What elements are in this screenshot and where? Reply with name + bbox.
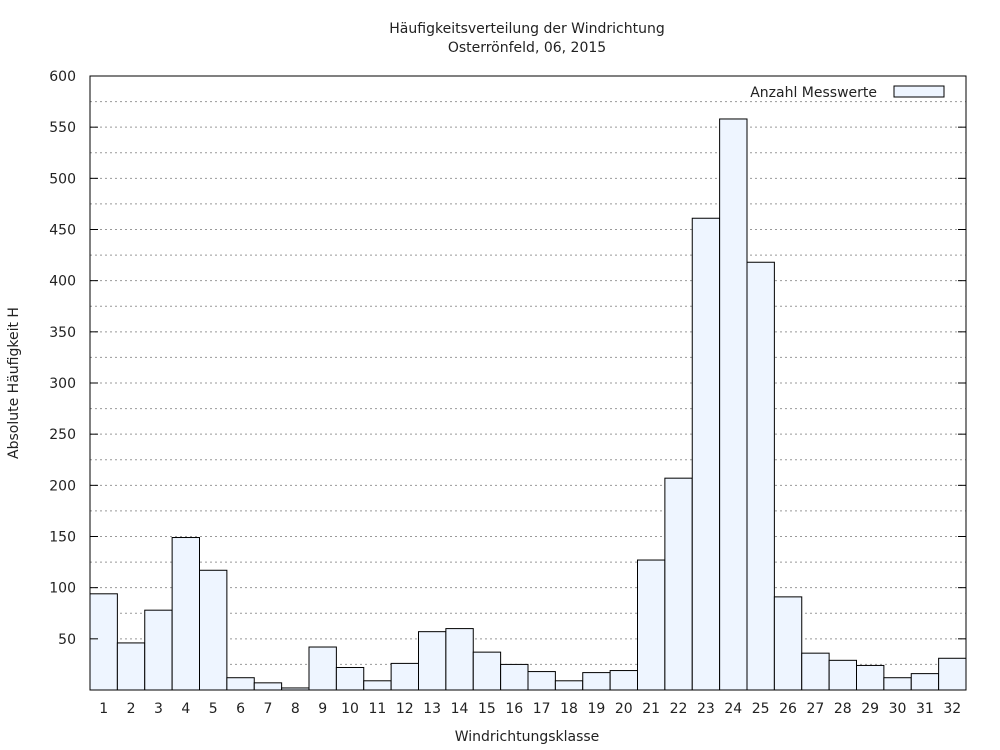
bar [116, 642, 146, 691]
x-tick-label: 14 [451, 701, 469, 717]
bar [883, 677, 912, 691]
bar [226, 677, 255, 691]
bar [938, 657, 967, 691]
y-tick-label: 550 [49, 120, 76, 136]
bar [664, 477, 693, 691]
y-tick-labels: 50 100 150 200 250 300 350 400 450 500 550 600 [49, 69, 966, 648]
bar [856, 664, 885, 691]
x-tick-label: 17 [533, 701, 551, 717]
bar [746, 261, 775, 691]
y-tick-label: 200 [49, 478, 76, 494]
x-tick-label: 13 [423, 701, 441, 717]
y-tick-label: 50 [58, 632, 76, 648]
x-tick-label: 32 [943, 701, 961, 717]
x-tick-label: 21 [642, 701, 660, 717]
y-tick-label: 250 [49, 427, 76, 443]
x-tick-label: 4 [181, 701, 190, 717]
bar [472, 651, 502, 691]
x-tick-label: 23 [697, 701, 715, 717]
bar [500, 663, 529, 691]
y-tick-label: 150 [49, 530, 76, 546]
x-tick-label: 22 [670, 701, 688, 717]
y-tick-label: 500 [49, 171, 76, 187]
x-tick-label: 30 [889, 701, 907, 717]
bar [390, 662, 419, 691]
x-tick-label: 24 [724, 701, 742, 717]
bar [582, 672, 611, 691]
bar [253, 682, 283, 691]
bar [637, 559, 666, 691]
x-tick-label: 27 [807, 701, 825, 717]
bar [363, 680, 392, 691]
bar [418, 631, 447, 691]
x-tick-label: 26 [779, 701, 797, 717]
bar [144, 609, 173, 691]
bar [335, 666, 365, 691]
bar [691, 217, 721, 691]
bar [801, 652, 830, 691]
bar [609, 670, 638, 691]
bars [89, 118, 967, 691]
x-tick-label: 7 [263, 701, 272, 717]
bar [199, 569, 228, 691]
x-tick-label: 28 [834, 701, 852, 717]
x-tick-label: 11 [369, 701, 387, 717]
y-tick-label: 100 [49, 581, 76, 597]
x-tick-label: 31 [916, 701, 934, 717]
x-tick-label: 9 [318, 701, 327, 717]
y-tick-label: 600 [49, 69, 76, 85]
bar [828, 659, 857, 691]
y-axis-label: Absolute Häufigkeit H [6, 307, 22, 459]
plot-frame [89, 75, 967, 691]
x-tick-label: 10 [341, 701, 359, 717]
x-tick-label: 29 [861, 701, 879, 717]
x-tick-label: 5 [209, 701, 218, 717]
bar [554, 680, 584, 691]
chart-subtitle: Osterrönfeld, 06, 2015 [448, 40, 606, 56]
bar [445, 628, 474, 691]
chart-title: Häufigkeitsverteilung der Windrichtung [389, 21, 664, 37]
y-tick-label: 450 [49, 223, 76, 239]
x-tick-label: 15 [478, 701, 496, 717]
y-tick-label: 400 [49, 274, 76, 290]
x-tick-labels: 1 2 3 4 5 6 7 8 9 10 11 12 13 14 15 16 17 18 19 20 21 22 23 24 2… [99, 701, 961, 717]
x-tick-label: 3 [154, 701, 163, 717]
x-tick-label: 1 [99, 701, 108, 717]
legend-swatch [893, 85, 945, 98]
bar [171, 537, 200, 691]
bar [719, 118, 748, 691]
bar [89, 593, 118, 691]
bar [773, 596, 803, 691]
x-axis-label: Windrichtungsklasse [455, 729, 600, 745]
x-tick-label: 18 [560, 701, 578, 717]
x-tick-label: 25 [752, 701, 770, 717]
bar [308, 646, 337, 691]
gridlines [90, 101, 966, 665]
x-tick-label: 20 [615, 701, 633, 717]
x-tick-label: 19 [588, 701, 606, 717]
y-tick-label: 300 [49, 376, 76, 392]
bar [910, 673, 940, 691]
bar [527, 671, 556, 691]
x-tick-label: 12 [396, 701, 414, 717]
x-tick-label: 6 [236, 701, 245, 717]
y-tick-label: 350 [49, 325, 76, 341]
legend: Anzahl Messwerte [750, 85, 945, 101]
x-tick-label: 2 [127, 701, 136, 717]
x-tick-label: 16 [505, 701, 523, 717]
x-tick-label: 8 [291, 701, 300, 717]
legend-label: Anzahl Messwerte [750, 85, 877, 101]
